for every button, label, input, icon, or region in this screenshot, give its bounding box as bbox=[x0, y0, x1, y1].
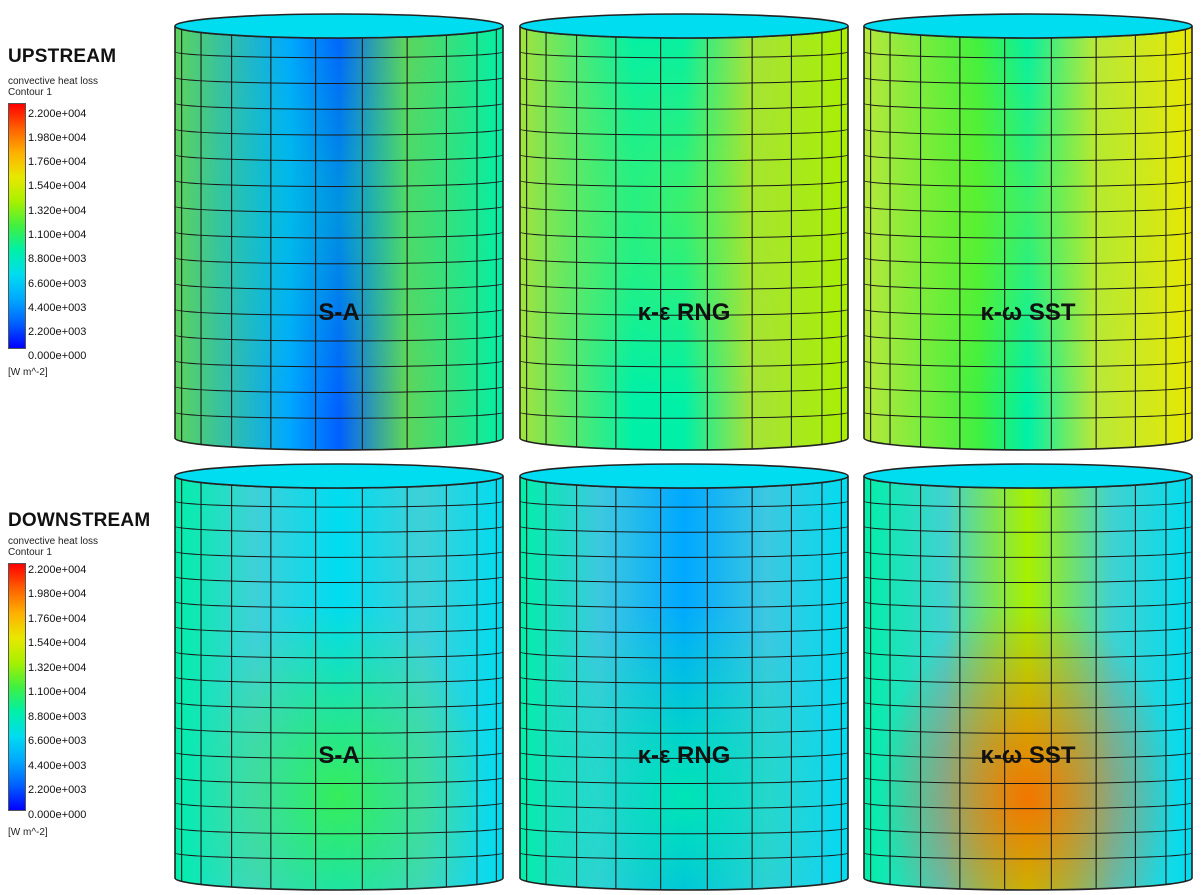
legend-tick: 1.760e+004 bbox=[28, 156, 87, 168]
legend-tick: 0.000e+000 bbox=[28, 350, 87, 362]
cylinder-contour bbox=[174, 13, 504, 451]
cylinder-contour bbox=[174, 463, 504, 891]
legend-tick: 1.320e+004 bbox=[28, 205, 87, 217]
legend-variable: convective heat loss bbox=[8, 76, 99, 87]
legend-tick: 0.000e+000 bbox=[28, 809, 87, 821]
legend-contour: Contour 1 bbox=[8, 87, 52, 98]
cylinder-contour bbox=[863, 463, 1193, 891]
cylinder-panel-upstream-ke-rng: κ-ε RNG bbox=[518, 12, 850, 452]
colorbar bbox=[8, 103, 26, 349]
legend-tick: 1.540e+004 bbox=[28, 180, 87, 192]
legend-tick: 1.760e+004 bbox=[28, 613, 87, 625]
model-label: κ-ε RNG bbox=[637, 299, 731, 326]
cylinder-contour bbox=[519, 463, 849, 891]
legend-variable: convective heat loss bbox=[8, 536, 99, 547]
cylinder-panel-downstream-kw-sst: κ-ω SST bbox=[862, 462, 1194, 892]
legend-tick: 2.200e+004 bbox=[28, 564, 87, 576]
model-label: κ-ε RNG bbox=[637, 742, 731, 769]
cylinder-panel-upstream-kw-sst: κ-ω SST bbox=[862, 12, 1194, 452]
colorbar bbox=[8, 563, 26, 811]
legend-tick: 2.200e+003 bbox=[28, 784, 87, 796]
legend-tick: 1.100e+004 bbox=[28, 686, 87, 698]
legend-tick: 4.400e+003 bbox=[28, 760, 87, 772]
legend-tick: 1.100e+004 bbox=[28, 229, 87, 241]
upstream-title: UPSTREAM bbox=[8, 46, 117, 67]
cylinder-panel-downstream-ke-rng: κ-ε RNG bbox=[518, 462, 850, 892]
legend-tick: 1.980e+004 bbox=[28, 132, 87, 144]
legend-tick: 6.600e+003 bbox=[28, 735, 87, 747]
cylinder-panel-downstream-sa: S-A bbox=[173, 462, 505, 892]
model-label: S-A bbox=[318, 742, 360, 769]
legend-tick: 2.200e+003 bbox=[28, 326, 87, 338]
model-label: κ-ω SST bbox=[980, 742, 1076, 769]
legend-tick: 6.600e+003 bbox=[28, 278, 87, 290]
model-label: κ-ω SST bbox=[980, 299, 1076, 326]
downstream-legend: convective heat loss Contour 1 2.200e+00… bbox=[8, 536, 158, 846]
legend-tick: 8.800e+003 bbox=[28, 253, 87, 265]
legend-contour: Contour 1 bbox=[8, 547, 52, 558]
legend-tick: 4.400e+003 bbox=[28, 302, 87, 314]
legend-tick: 8.800e+003 bbox=[28, 711, 87, 723]
legend-unit: [W m^-2] bbox=[8, 367, 48, 378]
cylinder-contour bbox=[863, 13, 1193, 451]
legend-tick: 1.980e+004 bbox=[28, 588, 87, 600]
legend-tick: 1.540e+004 bbox=[28, 637, 87, 649]
legend-unit: [W m^-2] bbox=[8, 827, 48, 838]
legend-tick: 2.200e+004 bbox=[28, 108, 87, 120]
cylinder-contour bbox=[519, 13, 849, 451]
model-label: S-A bbox=[318, 299, 360, 326]
legend-tick: 1.320e+004 bbox=[28, 662, 87, 674]
upstream-legend: convective heat loss Contour 1 2.200e+00… bbox=[8, 76, 158, 406]
downstream-title: DOWNSTREAM bbox=[8, 510, 151, 531]
cylinder-panel-upstream-sa: S-A bbox=[173, 12, 505, 452]
